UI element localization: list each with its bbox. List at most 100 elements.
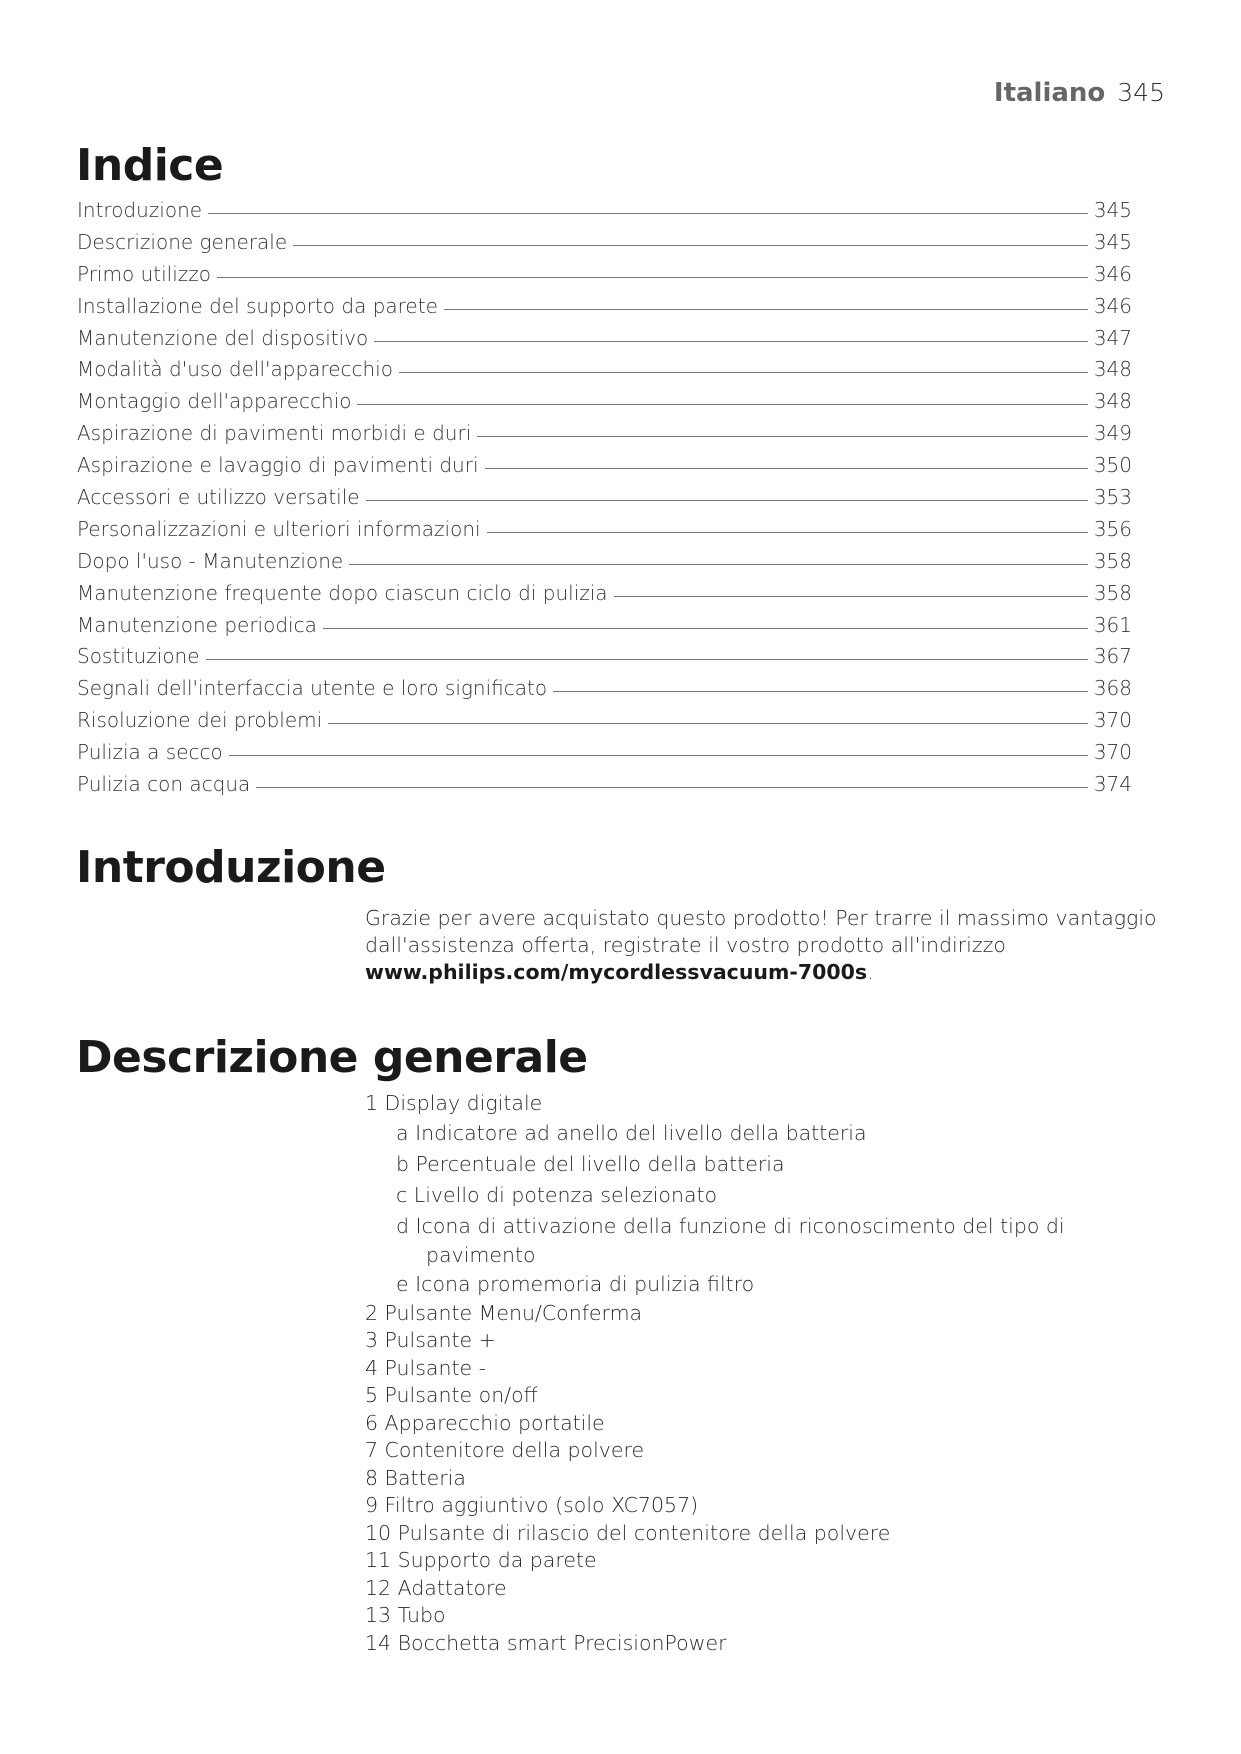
leader-line [216, 276, 1088, 278]
toc-entry[interactable]: Modalità d'uso dell'apparecchio 348 [77, 357, 1132, 389]
leader-line [349, 563, 1088, 565]
language-label: Italiano [993, 78, 1106, 108]
toc-entry[interactable]: Manutenzione periodica 361 [77, 613, 1132, 645]
toc-entry[interactable]: Personalizzazioni e ulteriori informazio… [77, 517, 1132, 549]
list-item: 10 Pulsante di rilascio del contenitore … [365, 1520, 891, 1545]
leader-line [484, 468, 1088, 470]
list-item: pavimento [426, 1242, 536, 1267]
toc-entry[interactable]: Sostituzione 367 [77, 644, 1132, 676]
page-number: 345 [1117, 78, 1165, 107]
toc-entry-page: 367 [1093, 644, 1132, 669]
list-item: 12 Adattatore [365, 1575, 507, 1600]
toc-entry-label: Installazione del supporto da parete [77, 293, 438, 318]
intro-paragraph: Grazie per avere acquistato questo prodo… [365, 905, 1165, 986]
overview-list: 1 Display digitale a Indicatore ad anello… [365, 1090, 1065, 1657]
list-item: a Indicatore ad anello del livello della… [396, 1120, 867, 1145]
toc-entry[interactable]: Installazione del supporto da parete 346 [77, 294, 1132, 326]
toc-entry[interactable]: Aspirazione e lavaggio di pavimenti duri… [77, 453, 1132, 485]
list-item: 4 Pulsante - [365, 1355, 487, 1380]
toc-entry-page: 349 [1093, 421, 1132, 446]
leader-line [374, 340, 1088, 342]
toc-entry-label: Primo utilizzo [77, 261, 211, 286]
toc-entry-label: Sostituzione [77, 644, 200, 669]
page-header: Italiano 345 [994, 78, 1165, 108]
list-item: 1 Display digitale [365, 1091, 543, 1115]
toc-entry[interactable]: Dopo l'uso - Manutenzione 358 [77, 549, 1132, 581]
toc-entry-page: 353 [1093, 485, 1132, 510]
list-item: 9 Filtro aggiuntivo (solo XC7057) [365, 1493, 699, 1517]
list-item: 14 Bocchetta smart PrecisionPower [365, 1630, 727, 1655]
toc-entry-label: Risoluzione dei problemi [77, 708, 323, 733]
intro-text: Grazie per avere acquistato questo prodo… [365, 906, 1157, 957]
toc-entry-page: 361 [1093, 612, 1132, 637]
toc-entry-label: Segnali dell'interfaccia utente e loro s… [77, 676, 548, 701]
leader-line [328, 723, 1088, 725]
toc-entry-label: Accessori e utilizzo versatile [77, 485, 360, 510]
toc-entry-label: Descrizione generale [77, 229, 288, 254]
toc-entry-label: Manutenzione frequente dopo ciascun cicl… [77, 580, 608, 605]
leader-line [398, 372, 1088, 374]
toc-entry[interactable]: Segnali dell'interfaccia utente e loro s… [77, 676, 1132, 708]
toc-entry-page: 348 [1093, 389, 1132, 414]
toc-entry-page: 358 [1093, 548, 1132, 573]
leader-line [443, 308, 1088, 310]
toc-entry-page: 347 [1093, 325, 1132, 350]
toc-entry[interactable]: Accessori e utilizzo versatile 353 [77, 485, 1132, 517]
leader-line [365, 500, 1088, 502]
toc-entry[interactable]: Descrizione generale 345 [77, 230, 1132, 262]
list-item: 3 Pulsante + [365, 1328, 496, 1352]
toc-entry-label: Manutenzione periodica [77, 612, 317, 637]
leader-line [208, 213, 1088, 214]
list-item: c Livello di potenza selezionato [396, 1182, 718, 1207]
leader-line [613, 595, 1088, 597]
table-of-contents: Introduzione 345 Descrizione generale 345 Pr… [77, 198, 1132, 804]
list-item: 7 Contenitore della polvere [365, 1438, 645, 1462]
overview-heading: Descrizione generale [76, 1032, 588, 1083]
list-item: e Icona promemoria di pulizia filtro [396, 1271, 755, 1296]
leader-line [486, 531, 1088, 533]
toc-entry[interactable]: Manutenzione frequente dopo ciascun cicl… [77, 581, 1132, 613]
list-item: 5 Pulsante on/off [365, 1383, 538, 1407]
toc-entry-label: Montaggio dell'apparecchio [77, 389, 352, 414]
list-item: 8 Batteria [365, 1465, 466, 1490]
toc-entry[interactable]: Pulizia con acqua 374 [77, 772, 1132, 804]
toc-entry-page: 356 [1093, 516, 1132, 541]
toc-entry-label: Aspirazione di pavimenti morbidi e duri [77, 421, 472, 446]
toc-entry-label: Pulizia a secco [77, 740, 223, 765]
toc-entry-label: Dopo l'uso - Manutenzione [77, 548, 344, 573]
toc-entry-page: 370 [1093, 740, 1132, 765]
toc-entry[interactable]: Primo utilizzo 346 [77, 262, 1132, 294]
registration-link[interactable]: www.philips.com/mycordlessvacuum-7000s [365, 960, 868, 984]
toc-title: Indice [76, 140, 224, 191]
intro-heading: Introduzione [76, 842, 386, 893]
toc-entry[interactable]: Manutenzione del dispositivo 347 [77, 326, 1132, 358]
toc-entry-page: 350 [1093, 453, 1132, 478]
toc-entry[interactable]: Risoluzione dei problemi 370 [77, 708, 1132, 740]
toc-entry-page: 345 [1093, 229, 1132, 254]
toc-entry[interactable]: Pulizia a secco 370 [77, 740, 1132, 772]
toc-entry-label: Pulizia con acqua [77, 772, 251, 797]
toc-entry[interactable]: Introduzione 345 [77, 198, 1132, 230]
leader-line [357, 404, 1088, 406]
toc-entry[interactable]: Montaggio dell'apparecchio 348 [77, 389, 1132, 421]
list-item: 13 Tubo [365, 1603, 446, 1627]
list-item: 6 Apparecchio portatile [365, 1410, 605, 1435]
toc-entry-page: 358 [1093, 580, 1132, 605]
toc-entry-page: 374 [1093, 772, 1132, 797]
leader-line [477, 436, 1088, 438]
leader-line [228, 755, 1088, 757]
list-item: 2 Pulsante Menu/Conferma [365, 1300, 643, 1325]
toc-entry-label: Aspirazione e lavaggio di pavimenti duri [77, 453, 479, 478]
toc-entry-page: 368 [1093, 676, 1132, 701]
toc-entry-label: Manutenzione del dispositivo [77, 325, 369, 350]
list-item: 11 Supporto da parete [365, 1548, 597, 1572]
toc-entry-page: 370 [1093, 708, 1132, 733]
toc-entry-page: 348 [1093, 357, 1132, 382]
toc-entry[interactable]: Aspirazione di pavimenti morbidi e duri 3… [77, 421, 1132, 453]
leader-line [205, 659, 1088, 661]
toc-entry-label: Introduzione [77, 198, 203, 222]
toc-entry-label: Modalità d'uso dell'apparecchio [77, 357, 393, 382]
list-item: d Icona di attivazione della funzione di… [396, 1213, 1065, 1238]
leader-line [322, 627, 1088, 629]
